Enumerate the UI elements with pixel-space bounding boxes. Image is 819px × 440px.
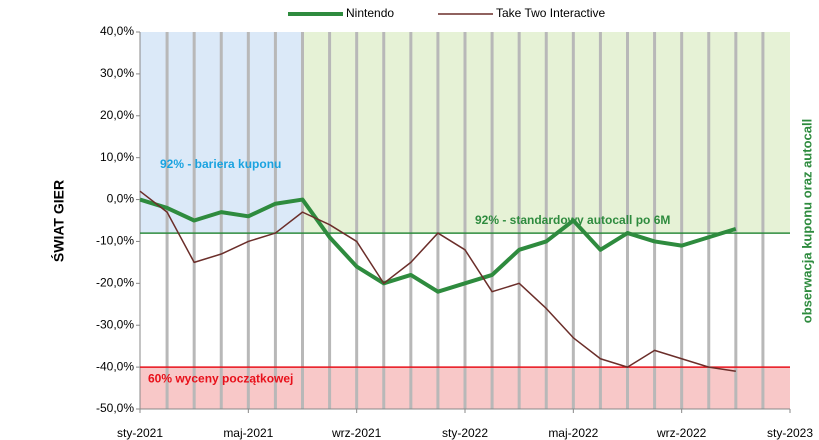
observation-date <box>328 32 332 409</box>
observation-date <box>409 32 413 409</box>
observation-date <box>436 32 440 409</box>
y-tick-label: 10,0% <box>100 150 134 164</box>
y-tick-label: -20,0% <box>96 276 134 290</box>
observation-date <box>761 32 765 409</box>
observation-date <box>598 32 602 409</box>
y-tick-label: 40,0% <box>100 24 134 38</box>
observation-date <box>517 32 521 409</box>
y-tick-label: -50,0% <box>96 401 134 415</box>
legend-label: Nintendo <box>346 6 394 20</box>
observation-date <box>544 32 548 409</box>
observation-date <box>273 32 277 409</box>
x-tick-label: maj-2022 <box>548 426 598 440</box>
observation-date <box>490 32 494 409</box>
x-tick-label: sty-2022 <box>442 426 488 440</box>
backgrounds <box>140 32 790 409</box>
x-tick-label: wrz-2021 <box>331 426 382 440</box>
y-tick-label: 30,0% <box>100 66 134 80</box>
observation-date <box>653 32 657 409</box>
legend-label: Take Two Interactive <box>496 6 605 20</box>
y-tick-label: 20,0% <box>100 108 134 122</box>
y-tick-label: -30,0% <box>96 317 134 331</box>
observation-date <box>165 32 169 409</box>
y-tick-label: 0,0% <box>107 192 135 206</box>
x-tick-label: sty-2021 <box>117 426 163 440</box>
observation-date <box>246 32 250 409</box>
observation-date <box>382 32 386 409</box>
x-tick-label: maj-2021 <box>223 426 273 440</box>
observation-date <box>626 32 629 409</box>
observation-date <box>301 32 304 409</box>
y-tick-label: -40,0% <box>96 359 134 373</box>
y2-axis-title: obserwacja kuponu oraz autocall <box>799 119 814 323</box>
series-line <box>139 197 737 294</box>
observation-date <box>707 32 711 409</box>
series-line <box>139 190 736 373</box>
observation-date <box>219 32 223 409</box>
y-axis-title: ŚWIAT GIER <box>50 180 67 262</box>
observation-date <box>734 32 738 409</box>
y-tick-label: -10,0% <box>96 234 134 248</box>
observation-date <box>463 32 467 409</box>
x-tick-label: sty-2023 <box>767 426 813 440</box>
observation-date <box>355 32 359 409</box>
observation-date <box>680 32 684 409</box>
coupon-label: 92% - bariera kuponu <box>160 157 281 171</box>
x-tick-label: wrz-2022 <box>656 426 707 440</box>
reference-label: 60% wyceny początkowej <box>148 371 293 385</box>
